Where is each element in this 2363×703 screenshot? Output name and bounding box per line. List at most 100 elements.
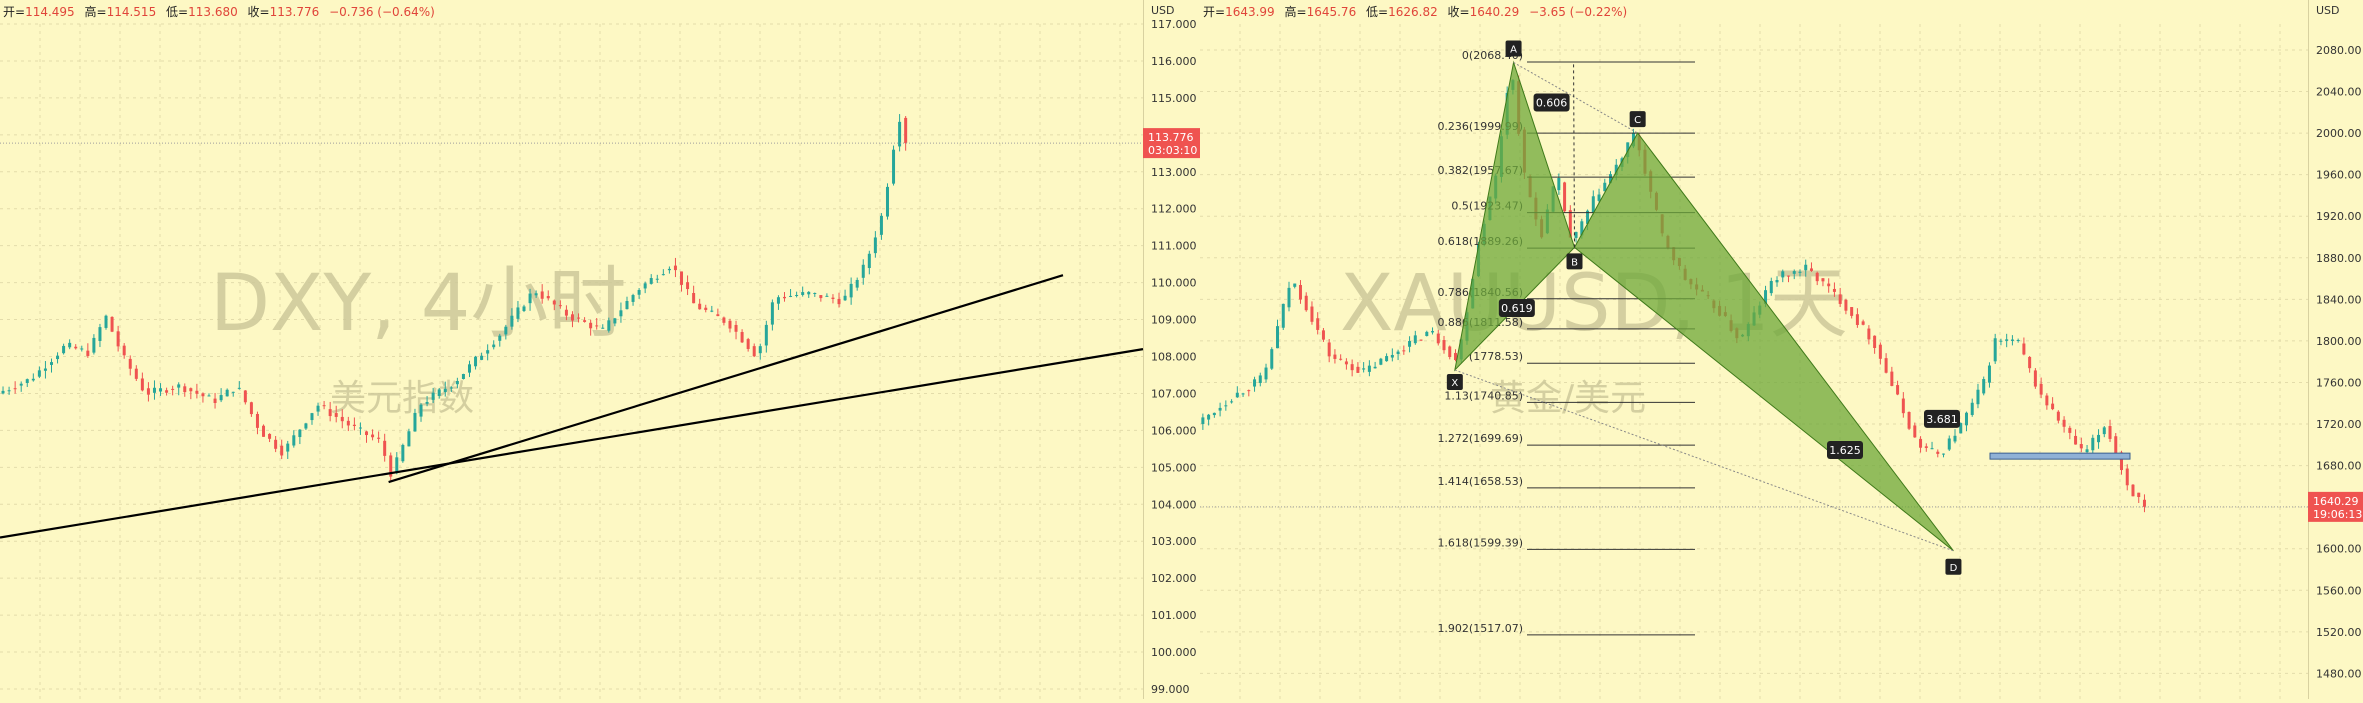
candle-body (171, 388, 175, 390)
candle-body (849, 283, 853, 298)
low-value: 1626.82 (1388, 5, 1438, 19)
candle-body (1614, 164, 1618, 176)
candle-body (134, 368, 138, 379)
candle-body (540, 291, 544, 299)
candle-body (1924, 446, 1928, 448)
candle-body (1861, 321, 1865, 325)
candle-body (280, 445, 284, 456)
dxy-ohlc-header: 开=114.495 高=114.515 低=113.680 收=113.776 … (3, 3, 441, 20)
candle-body (1258, 375, 1262, 383)
candle-body (1281, 303, 1285, 328)
candle-body (1413, 335, 1417, 344)
price-tick-label: 111.000 (1151, 240, 1197, 253)
candle-body (358, 427, 362, 429)
candle-body (383, 440, 387, 456)
candle-body (1253, 379, 1257, 387)
candle-body (1987, 365, 1991, 383)
candle-body (607, 320, 611, 331)
candle-body (480, 355, 484, 360)
candle-body (1212, 412, 1216, 416)
high-label: 高= (84, 5, 107, 19)
candle-body (1809, 268, 1813, 271)
harmonic-point-label: D (1950, 563, 1958, 574)
candle-body (1942, 453, 1946, 455)
candle-body (2079, 444, 2083, 449)
price-tick-label: 1600.00 (2316, 543, 2362, 556)
candle-body (389, 455, 393, 477)
pattern-ab-dashed (1573, 62, 1576, 248)
candle-body (2114, 436, 2118, 454)
price-tick-label: 2080.00 (2316, 44, 2362, 57)
candle-body (1919, 438, 1923, 448)
candle-body (7, 390, 11, 392)
candle-body (1821, 278, 1825, 282)
candle-body (1936, 451, 1940, 454)
candle-body (1930, 448, 1934, 450)
candle-body (752, 346, 756, 357)
fib-level-label: 1.618(1599.39) (1437, 536, 1523, 549)
candle-body (1270, 349, 1274, 369)
candle-body (189, 388, 193, 392)
open-label: 开= (1203, 5, 1226, 19)
candle-body (558, 305, 562, 307)
xauusd-chart-svg[interactable]: XAUUSD, 1天黄金/美元USD2080.002040.002000.001… (1200, 0, 2363, 699)
candle-body (1298, 284, 1302, 300)
fib-level-label: 1.902(1517.07) (1437, 622, 1523, 635)
candle-body (885, 186, 889, 217)
price-tick-label: 1760.00 (2316, 376, 2362, 389)
candle-body (764, 324, 768, 346)
candle-body (237, 387, 241, 389)
candle-body (746, 339, 750, 349)
candle-body (1901, 398, 1905, 414)
candle-body (1563, 182, 1567, 212)
watermark-subtitle: 黄金/美元 (1490, 378, 1646, 419)
candle-body (1310, 306, 1314, 322)
candle-body (1373, 366, 1377, 369)
candle-body (2010, 339, 2014, 341)
candle-body (1356, 366, 1360, 373)
price-tick-label: 113.000 (1151, 166, 1197, 179)
price-tick-label: 2000.00 (2316, 127, 2362, 140)
last-price-label: 1640.29 (2313, 495, 2359, 508)
candle-body (352, 424, 356, 426)
candle-body (207, 395, 211, 397)
candle-body (2102, 427, 2106, 435)
candle-body (710, 310, 714, 312)
candle-body (613, 318, 617, 324)
countdown-label: 03:03:10 (1148, 144, 1197, 157)
low-label: 低= (1366, 5, 1389, 19)
candle-body (1970, 402, 1974, 415)
candle-body (1982, 379, 1986, 394)
candle-body (25, 379, 29, 384)
price-tick-label: 99.000 (1151, 683, 1190, 696)
candle-body (807, 291, 811, 295)
xauusd-chart-panel[interactable]: XAUUSD, 1天 黄金/美元 USD 2080.00 2040.00 2000.00 1… (1200, 0, 2363, 699)
candle-body (498, 335, 502, 341)
candle-body (225, 389, 229, 397)
fib-level-label: 1.13(1740.85) (1444, 389, 1523, 402)
candle-body (728, 320, 732, 329)
candle-body (1775, 280, 1779, 283)
candle-body (346, 420, 350, 426)
candle-body (249, 402, 253, 415)
candle-body (1224, 405, 1228, 407)
candle-body (1431, 331, 1435, 333)
price-tick-label: 117.000 (1151, 18, 1197, 31)
candle-body (837, 298, 841, 305)
candle-body (904, 117, 908, 144)
ratio-label: 3.681 (1926, 413, 1958, 426)
support-zone (1989, 452, 2131, 460)
candle-body (195, 390, 199, 394)
candle-body (595, 325, 599, 327)
candle-body (328, 409, 332, 417)
candle-body (692, 292, 696, 304)
candle-body (1873, 335, 1877, 348)
candle-body (1913, 425, 1917, 438)
candle-body (879, 215, 883, 235)
candle-body (601, 327, 605, 329)
harmonic-point-label: B (1571, 257, 1578, 268)
candle-body (201, 393, 205, 397)
low-value: 113.680 (188, 5, 238, 19)
